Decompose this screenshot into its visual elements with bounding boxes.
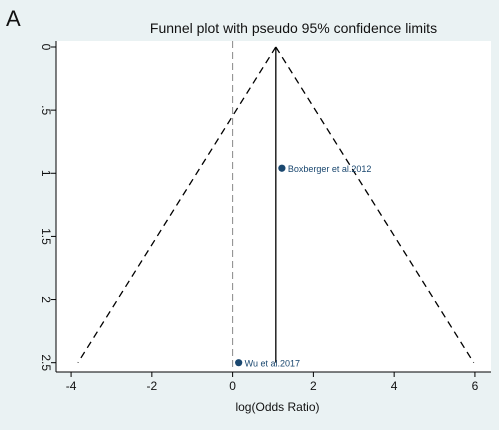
y-tick-label: .5 xyxy=(39,105,53,115)
x-axis-label: log(Odds Ratio) xyxy=(235,400,319,414)
plot-area xyxy=(56,41,491,372)
lower-confidence-limit xyxy=(77,46,277,364)
y-tick-label: 0 xyxy=(39,44,53,51)
x-tick-label: -2 xyxy=(147,379,158,393)
x-tick-label: 2 xyxy=(310,379,317,393)
x-tick-label: 4 xyxy=(391,379,398,393)
y-tick-label: 2.5 xyxy=(39,354,53,371)
x-tick-label: 6 xyxy=(472,379,479,393)
study-point xyxy=(278,164,286,172)
chart-title: Funnel plot with pseudo 95% confidence l… xyxy=(150,20,437,36)
data-marks: Boxberger et al.2012 Wu et al.2017 xyxy=(77,41,475,372)
study-point-label: Boxberger et al.2012 xyxy=(288,164,372,174)
y-tick-label: 2 xyxy=(39,296,53,303)
study-point-label: Wu et al.2017 xyxy=(245,359,300,369)
panel-letter: A xyxy=(6,6,21,31)
axes: -4 -2 0 2 4 6 0 .5 1 1.5 2 2.5 xyxy=(39,41,491,393)
y-tick-label: 1.5 xyxy=(39,228,53,245)
study-point xyxy=(235,359,243,367)
y-tick-label: 1 xyxy=(39,170,53,177)
x-tick-label: -4 xyxy=(66,379,77,393)
upper-confidence-limit xyxy=(275,46,475,364)
x-tick-label: 0 xyxy=(229,379,236,393)
